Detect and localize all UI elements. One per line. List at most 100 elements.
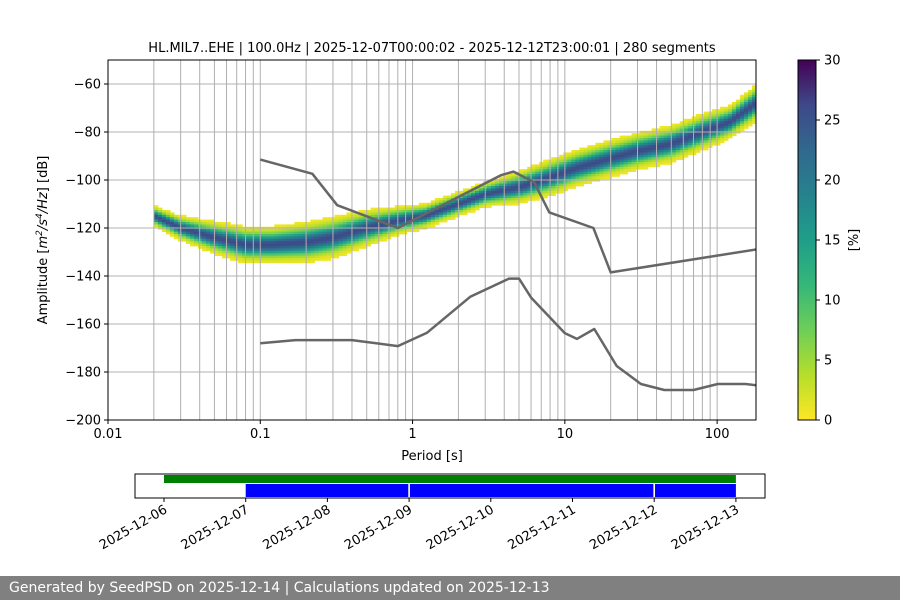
heatmap-cell [202, 243, 207, 247]
heatmap-cell [374, 231, 380, 235]
heatmap-cell [202, 234, 207, 237]
heatmap-cell [507, 198, 512, 201]
heatmap-cell [426, 207, 432, 211]
heatmap-cell [523, 193, 528, 196]
heatmap-cell [559, 176, 564, 180]
heatmap-cell [266, 246, 271, 249]
heatmap-cell [747, 114, 753, 117]
heatmap-cell [418, 202, 424, 206]
heatmap-cell [715, 140, 721, 144]
heatmap-cell [282, 241, 287, 244]
colorbar-label: [%] [847, 229, 862, 252]
heatmap-cell [703, 121, 709, 124]
heatmap-cell [394, 214, 400, 218]
heatmap-cell [282, 258, 287, 261]
heatmap-cell [290, 258, 295, 261]
heatmap-cell [655, 162, 661, 165]
heatmap-cell [619, 159, 625, 163]
heatmap-cell [226, 243, 231, 247]
heatmap-cell [442, 210, 448, 213]
heatmap-cell [671, 133, 677, 136]
heatmap-cell [306, 238, 312, 242]
heatmap-cell [390, 212, 396, 216]
heatmap-cell [739, 97, 745, 100]
heatmap-cell [615, 157, 621, 160]
heatmap-cell [563, 152, 568, 156]
heatmap-cell [703, 147, 709, 151]
timeline-tick-label: 2025-12-11 [506, 502, 579, 553]
heatmap-cell [342, 243, 348, 247]
heatmap-cell [362, 241, 368, 244]
heatmap-cell [643, 154, 649, 158]
heatmap-cell [663, 142, 669, 146]
heatmap-cell [603, 140, 609, 144]
heatmap-cell [491, 181, 496, 184]
heatmap-cell [647, 145, 653, 148]
heatmap-cell [226, 236, 231, 240]
heatmap-cell [306, 248, 312, 252]
heatmap-cell [535, 164, 540, 168]
heatmap-cell [611, 150, 617, 153]
heatmap-cell [390, 231, 396, 235]
heatmap-cell [527, 188, 532, 192]
heatmap-cell [583, 162, 588, 165]
heatmap-cell [334, 222, 340, 225]
heatmap-cell [306, 255, 312, 259]
heatmap-cell [751, 116, 756, 120]
heatmap-cell [226, 250, 231, 254]
heatmap-cell [607, 154, 613, 158]
heatmap-cell [651, 128, 657, 132]
heatmap-cell [390, 222, 396, 225]
heatmap-cell [346, 243, 352, 247]
heatmap-cell [254, 260, 259, 264]
heatmap-cell [651, 150, 657, 153]
heatmap-cell [354, 243, 360, 247]
heatmap-cell [278, 238, 283, 242]
heatmap-cell [326, 238, 332, 242]
heatmap-cell [543, 166, 548, 170]
heatmap-cell [294, 231, 299, 235]
heatmap-cell [627, 138, 633, 141]
heatmap-cell [531, 176, 536, 180]
heatmap-cell [302, 250, 307, 254]
heatmap-cell [226, 253, 231, 256]
heatmap-cell [354, 217, 360, 220]
heatmap-cell [165, 231, 171, 235]
heatmap-cell [715, 121, 721, 124]
heatmap-cell [655, 128, 661, 132]
heatmap-cell [647, 150, 653, 153]
heatmap-cell [563, 186, 568, 189]
heatmap-cell [499, 198, 504, 201]
heatmap-cell [679, 145, 685, 148]
heatmap-cell [511, 198, 516, 201]
heatmap-cell [226, 238, 231, 242]
heatmap-cell [727, 126, 733, 129]
heatmap-cell [298, 241, 303, 244]
heatmap-cell [218, 246, 223, 249]
heatmap-cell [511, 195, 516, 199]
heatmap-cell [735, 104, 741, 108]
heatmap-cell [507, 200, 512, 204]
heatmap-cell [318, 231, 324, 235]
heatmap-cell [442, 198, 448, 201]
heatmap-cell [414, 212, 420, 216]
heatmap-cell [571, 152, 576, 156]
heatmap-cell [603, 176, 609, 180]
heatmap-cell [675, 147, 681, 151]
heatmap-cell [503, 195, 508, 199]
heatmap-cell [322, 222, 328, 225]
heatmap-cell [683, 142, 689, 146]
heatmap-cell [527, 174, 532, 177]
heatmap-cell [274, 260, 279, 264]
heatmap-cell [535, 174, 540, 177]
heatmap-cell [683, 123, 689, 127]
heatmap-cell [695, 150, 701, 153]
heatmap-cell [691, 142, 697, 146]
heatmap-cell [499, 188, 504, 192]
heatmap-cell [531, 164, 536, 168]
heatmap-cell [695, 128, 701, 132]
heatmap-cell [623, 147, 629, 151]
heatmap-cell [374, 234, 380, 237]
heatmap-cell [679, 138, 685, 141]
heatmap-cell [519, 200, 524, 204]
